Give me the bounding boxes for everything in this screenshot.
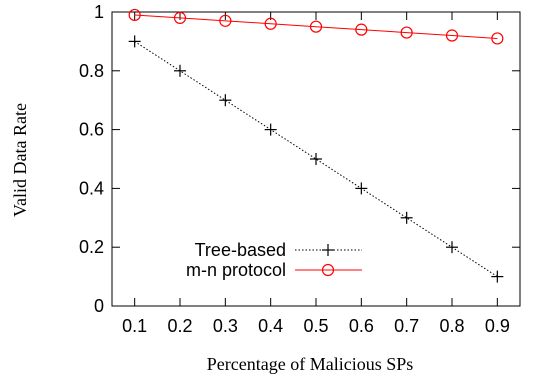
series-1-point [355,182,367,194]
series-layer [129,9,504,282]
x-tick-label: 0.5 [303,316,328,336]
series-1-point [129,35,141,47]
series-1-point [446,241,458,253]
series-1-point [491,271,503,283]
y-tick-label: 1 [94,2,104,22]
x-tick-label: 0.4 [258,316,283,336]
legend-label: Tree-based [195,240,286,260]
y-tick-label: 0.2 [79,237,104,257]
y-tick-label: 0.8 [79,61,104,81]
y-axis-ticks: 0 0.2 0.4 0.6 0.8 1 [79,2,520,316]
x-tick-label: 0.8 [439,316,464,336]
series-1-point [310,153,322,165]
legend-marker [322,244,334,256]
y-axis-title: Valid Data Rate [10,103,30,217]
x-tick-label: 0.3 [213,316,238,336]
series-1-point [219,94,231,106]
y-tick-label: 0 [94,296,104,316]
x-tick-label: 0.2 [167,316,192,336]
x-tick-label: 0.1 [122,316,147,336]
x-tick-label: 0.6 [349,316,374,336]
y-tick-label: 0.4 [79,178,104,198]
x-tick-label: 0.9 [485,316,510,336]
x-axis-title: Percentage of Malicious SPs [207,354,413,374]
series-1-point [174,65,186,77]
y-tick-label: 0.6 [79,120,104,140]
series-1-point [265,124,277,136]
series-1-point [401,212,413,224]
legend-label: m-n protocol [186,260,286,280]
x-axis-ticks: 0.1 0.2 0.3 0.4 0.5 0.6 0.7 0.8 0.9 [122,12,510,336]
x-tick-label: 0.7 [394,316,419,336]
